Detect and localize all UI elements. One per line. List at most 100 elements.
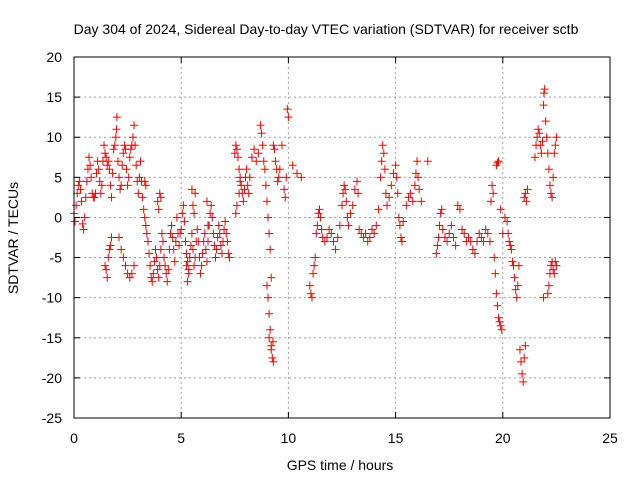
data-point (86, 161, 95, 170)
data-point (380, 165, 389, 174)
data-point (190, 209, 199, 218)
data-point (141, 181, 150, 190)
data-point (309, 269, 318, 278)
x-axis-label: GPS time / hours (287, 457, 394, 473)
data-point (78, 219, 87, 228)
data-point (485, 237, 494, 246)
data-point (136, 157, 145, 166)
data-point (172, 213, 181, 222)
data-point (481, 225, 490, 234)
data-point (105, 245, 114, 254)
data-point (536, 141, 545, 150)
data-point (232, 201, 241, 210)
data-point (154, 205, 163, 214)
data-point (188, 245, 197, 254)
data-point (315, 205, 324, 214)
data-point (507, 245, 516, 254)
data-point (148, 277, 157, 286)
y-tick-label: -25 (42, 410, 62, 426)
data-point (184, 265, 193, 274)
data-point (544, 281, 553, 290)
data-point (131, 141, 140, 150)
data-point (417, 197, 426, 206)
data-point (518, 369, 527, 378)
data-point (73, 189, 82, 198)
data-point (147, 273, 156, 282)
data-point (500, 213, 509, 222)
data-point (411, 169, 420, 178)
data-point (204, 221, 212, 230)
data-point (244, 189, 253, 198)
data-point (135, 173, 144, 182)
data-point (282, 173, 291, 182)
data-point (74, 181, 83, 190)
data-point (87, 173, 96, 182)
data-point (161, 261, 170, 270)
data-point (162, 269, 171, 278)
data-point (268, 337, 277, 346)
y-tick-label: -15 (42, 330, 62, 346)
data-point (506, 241, 515, 250)
data-point (206, 209, 215, 218)
data-point (543, 289, 552, 298)
data-point (269, 357, 278, 366)
data-point (530, 153, 539, 162)
data-point (413, 157, 422, 166)
data-point (515, 345, 524, 354)
data-point (141, 221, 150, 230)
data-point (258, 141, 267, 150)
data-point (443, 237, 452, 246)
plot-frame (73, 56, 611, 419)
data-point (94, 165, 103, 174)
data-point (83, 165, 92, 174)
data-point (240, 185, 249, 194)
data-point (517, 357, 526, 366)
data-point (190, 261, 199, 270)
data-point (239, 197, 248, 206)
data-point (508, 257, 517, 266)
data-point (145, 249, 154, 258)
data-point (551, 257, 560, 266)
data-point (102, 265, 111, 274)
data-point (197, 261, 206, 270)
data-point (193, 225, 202, 234)
data-point (109, 145, 118, 154)
data-point (160, 253, 169, 262)
data-point (216, 241, 225, 250)
data-point (445, 229, 454, 238)
data-point (225, 253, 234, 262)
data-point (265, 309, 274, 318)
data-point (512, 293, 521, 302)
data-point (250, 145, 259, 154)
data-point (139, 205, 148, 214)
data-point (338, 201, 346, 210)
data-point (284, 113, 293, 122)
data-point (75, 177, 84, 186)
data-point (266, 245, 275, 254)
data-point (314, 209, 323, 218)
data-point (549, 173, 558, 182)
data-point (550, 149, 559, 158)
data-point (311, 253, 320, 262)
data-point (339, 189, 348, 198)
data-points (70, 85, 561, 386)
data-point (490, 253, 499, 262)
data-point (464, 233, 473, 242)
data-point (262, 281, 271, 290)
data-point (297, 173, 306, 182)
data-point (523, 185, 532, 194)
data-point (119, 149, 128, 158)
data-point (549, 265, 558, 274)
data-point (176, 229, 185, 238)
data-point (545, 181, 554, 190)
data-point (398, 237, 407, 246)
data-point (496, 321, 505, 330)
data-point (112, 125, 121, 134)
data-point (183, 257, 192, 266)
data-point (513, 281, 522, 290)
data-point (348, 201, 357, 210)
data-point (305, 281, 314, 290)
data-point (220, 225, 229, 234)
data-point (335, 221, 344, 230)
